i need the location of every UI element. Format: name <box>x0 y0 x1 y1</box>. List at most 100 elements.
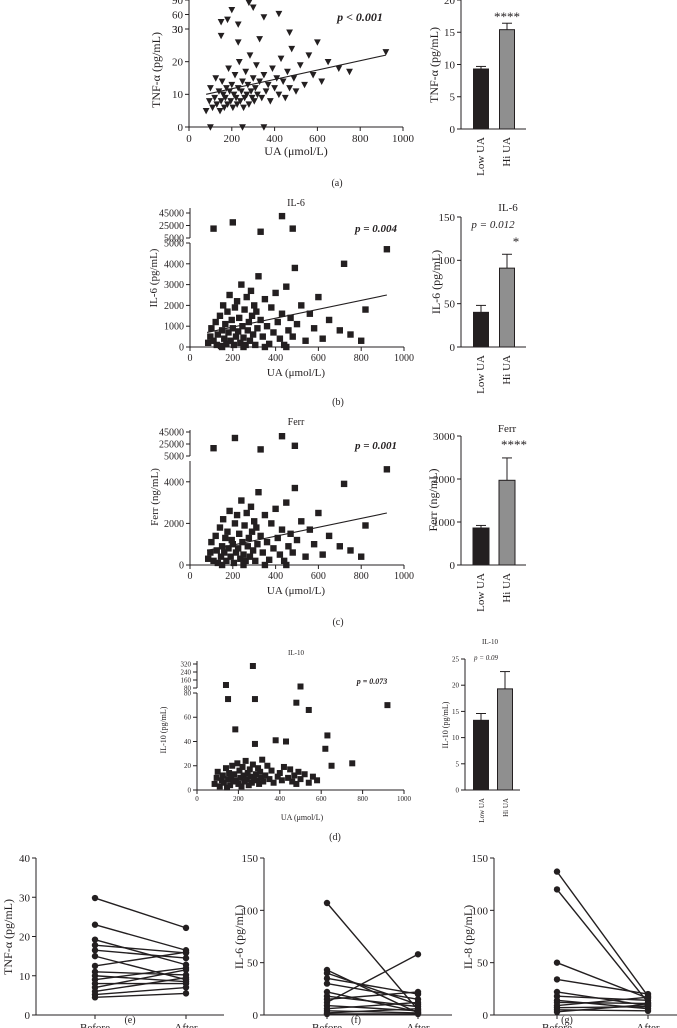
a-scatter-point <box>243 91 251 99</box>
d-bar-y-tick-label: 25 <box>452 655 460 663</box>
c-scatter-point <box>219 516 227 523</box>
a-scatter-point <box>217 98 225 105</box>
c-scatter-point <box>246 553 254 560</box>
d-scatter-point <box>278 777 285 784</box>
c-bar-annotation: **** <box>501 437 527 452</box>
g-paired-point-before <box>553 1008 561 1016</box>
a-scatter-fit-line <box>206 54 386 95</box>
c-scatter-title: Ferr <box>288 417 305 428</box>
c-scatter-point <box>254 541 261 548</box>
b-scatter-point <box>265 340 273 348</box>
a-scatter-point <box>264 81 272 89</box>
d-scatter-y-tick-label-upper: 240 <box>181 668 192 676</box>
c-scatter-y-tick-label: 4000 <box>164 477 184 488</box>
c-scatter-point <box>358 553 365 560</box>
d-scatter-point <box>283 738 290 745</box>
b-bar-y-tick-label: 0 <box>450 342 456 354</box>
e-paired-x-tick-label: After <box>174 1022 198 1028</box>
a-scatter-point <box>213 101 221 108</box>
g-paired-subject-line <box>556 996 649 1007</box>
c-scatter-point <box>272 505 279 513</box>
d-scatter-point <box>305 706 312 713</box>
b-scatter-point <box>257 228 264 235</box>
b-scatter-point <box>208 325 215 332</box>
a-scatter-point <box>260 124 268 131</box>
b-scatter-point <box>224 308 231 315</box>
b-scatter-point <box>276 335 284 342</box>
e-paired-point-before <box>91 952 99 960</box>
d-scatter-point <box>231 771 238 778</box>
a-scatter-point <box>220 104 228 112</box>
d-scatter-point <box>264 762 271 769</box>
c-scatter-fit-line <box>207 512 387 551</box>
d-scatter-point <box>293 699 300 706</box>
a-scatter-point <box>247 88 255 95</box>
e-paired-subject-line <box>94 986 187 996</box>
d-panel-label: (d) <box>329 832 341 843</box>
d-scatter-point <box>287 766 294 773</box>
d-scatter-point <box>289 778 296 785</box>
a-scatter-x-tick-label: 600 <box>309 133 326 145</box>
a-scatter-x-tick-label: 800 <box>352 133 369 145</box>
a-scatter-point <box>346 68 353 76</box>
a-scatter-point <box>212 75 220 82</box>
f-paired-point-after <box>414 999 422 1006</box>
c-scatter-point <box>233 511 241 519</box>
b-scatter-y-tick-label: 4000 <box>164 259 184 270</box>
c-scatter-x-label: UA (μmol/L) <box>267 585 325 597</box>
g-paired-subject-line <box>556 1005 649 1009</box>
d-bar-y-tick-label: 5 <box>456 760 460 768</box>
d-scatter-point <box>266 776 273 783</box>
a-scatter-point <box>324 58 332 66</box>
d-scatter-title: IL-10 <box>288 649 304 657</box>
b-scatter-y-tick-label: 1000 <box>164 322 184 333</box>
g-paired-subject-line <box>556 1003 649 1013</box>
d-scatter-point <box>222 765 229 772</box>
c-scatter-point <box>230 559 238 567</box>
c-scatter-point <box>270 545 277 552</box>
d-scatter-point <box>240 772 247 779</box>
e-paired-y-tick-label: 30 <box>19 892 31 904</box>
d-scatter-point <box>213 774 220 781</box>
b-scatter-point <box>263 323 271 330</box>
d-scatter-point <box>230 778 237 785</box>
a-scatter-point <box>245 101 253 108</box>
f-paired-y-tick-label: 0 <box>253 1010 259 1022</box>
d-scatter-x-tick-label: 800 <box>357 795 368 803</box>
b-scatter-point <box>383 246 391 253</box>
a-bar-y-tick-label: 0 <box>450 124 456 136</box>
c-scatter-x-tick-label: 800 <box>354 571 369 582</box>
d-scatter-point <box>235 780 242 787</box>
a-scatter-point <box>290 75 298 82</box>
d-scatter-point <box>322 745 329 752</box>
a-scatter-point <box>335 65 343 72</box>
d-scatter-point <box>285 774 292 781</box>
b-bar-category-label: Hi UA <box>501 355 513 385</box>
b-scatter-point <box>268 304 275 311</box>
b-scatter-point <box>234 328 242 335</box>
c-scatter-point <box>347 547 354 554</box>
c-scatter-point <box>265 556 273 563</box>
e-paired-point-after <box>182 924 190 932</box>
b-scatter-point <box>231 304 239 311</box>
b-scatter-point <box>229 325 236 332</box>
a-scatter-point <box>281 94 289 102</box>
c-scatter-y-label: Ferr (ng/mL) <box>149 468 161 526</box>
b-scatter-point <box>232 333 240 340</box>
a-scatter-y-tick-label-upper: 60 <box>172 9 184 21</box>
b-scatter-point <box>238 281 245 288</box>
g-paired-point-after <box>644 1001 652 1008</box>
d-scatter-point <box>243 776 250 783</box>
g-paired-y-tick-label: 50 <box>477 958 489 970</box>
b-scatter-point <box>222 320 229 328</box>
e-paired-point-after <box>182 949 190 956</box>
d-scatter-point <box>233 777 240 784</box>
b-scatter-point <box>310 325 318 332</box>
d-scatter-point <box>247 773 254 780</box>
e-paired-subject-line <box>94 951 187 967</box>
a-scatter-point <box>284 68 291 76</box>
b-scatter-point <box>207 333 214 340</box>
b-scatter-point <box>252 341 259 349</box>
a-scatter-point <box>309 72 317 79</box>
